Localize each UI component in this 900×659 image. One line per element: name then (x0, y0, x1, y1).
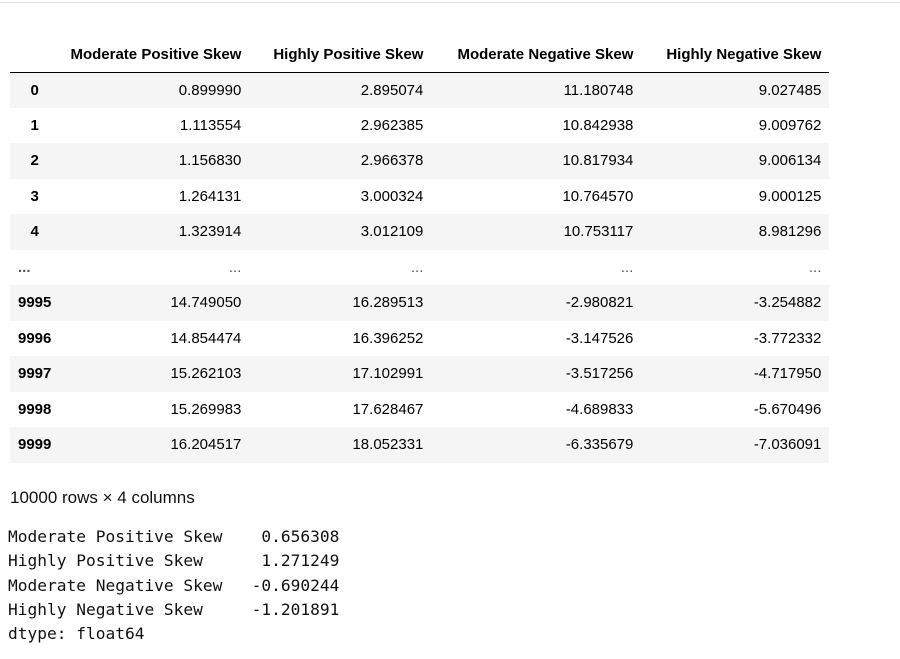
table-cell: -5.670496 (753, 400, 822, 418)
table-row: 2 1.156830 2.966378 10.817934 9.006134 (10, 143, 830, 179)
skew-series-output: Moderate Positive Skew 0.656308 Highly P… (8, 525, 339, 646)
table-cell: 3.000324 (360, 187, 424, 205)
table-cell: 17.102991 (352, 365, 424, 383)
ellipsis-row: ............... (10, 249, 830, 285)
table-cell: 10.764570 (562, 187, 634, 205)
table-cell: -3.254882 (753, 294, 822, 312)
table-cell: 11.180748 (563, 81, 634, 99)
table-cell: -2.980821 (565, 294, 634, 312)
table-cell: 8.981296 (758, 223, 822, 241)
index-column-header (10, 38, 60, 73)
table-cell: 17.628467 (352, 400, 424, 418)
row-index: 9999 (18, 436, 52, 454)
dataframe-body: 0 0.899990 2.895074 11.180748 9.027485 1 1.113… (10, 72, 830, 463)
row-index: ... (18, 258, 31, 276)
table-cell: -3.772332 (753, 329, 822, 347)
table-cell: 9.027485 (758, 81, 822, 99)
table-cell: -4.717950 (753, 365, 822, 383)
table-cell: 1.156830 (178, 152, 242, 170)
table-cell: 16.396252 (352, 329, 424, 347)
table-cell: 2.966378 (360, 152, 424, 170)
table-row: 9996 14.854474 16.396252 -3.147526 -3.772332 (10, 320, 830, 356)
table-row: 3 1.264131 3.000324 10.764570 9.000125 (10, 178, 830, 214)
table-row: 9995 14.749050 16.289513 -2.980821 -3.254882 (10, 285, 830, 321)
table-cell: 1.113554 (179, 116, 242, 134)
table-cell: 10.842938 (562, 116, 634, 134)
series-line: dtype: float64 (8, 624, 145, 644)
row-index: 2 (30, 152, 39, 170)
table-cell: -4.689833 (565, 400, 634, 418)
row-index: 1 (30, 116, 39, 134)
dataframe-shape-note: 10000 rows × 4 columns (10, 488, 195, 507)
column-header: Moderate Positive Skew (59, 38, 250, 73)
table-cell: 15.262103 (170, 365, 242, 383)
table-cell: -3.517256 (565, 365, 634, 383)
table-cell: 14.854474 (170, 329, 242, 347)
table-row: 0 0.899990 2.895074 11.180748 9.027485 (10, 72, 830, 108)
cell-top-divider (0, 2, 900, 3)
header-row: Moderate Positive Skew Highly Positive S… (10, 38, 830, 73)
table-cell: -3.147526 (565, 329, 634, 347)
table-cell: 3.012109 (360, 223, 424, 241)
table-row: 1 1.113554 2.962385 10.842938 9.009762 (10, 107, 830, 143)
table-cell: 9.006134 (758, 152, 822, 170)
table-cell: 1.323914 (178, 223, 242, 241)
dataframe-table: Moderate Positive Skew Highly Positive S… (10, 38, 830, 463)
row-index: 9996 (18, 329, 52, 347)
column-header: Highly Positive Skew (249, 38, 432, 73)
series-line: Highly Negative Skew -1.201891 (8, 599, 340, 619)
table-row: 4 1.323914 3.012109 10.753117 8.981296 (10, 214, 830, 250)
series-line: Highly Positive Skew 1.271249 (8, 551, 340, 571)
table-cell: 1.264131 (178, 187, 242, 205)
table-cell: ... (410, 258, 424, 276)
table-cell: 18.052331 (352, 436, 424, 454)
table-cell: 9.009762 (758, 116, 822, 134)
table-cell: 16.204517 (170, 436, 242, 454)
row-index: 0 (30, 81, 39, 99)
table-cell: ... (620, 258, 634, 276)
row-index: 9998 (18, 400, 52, 418)
table-cell: 2.962385 (360, 116, 424, 134)
table-cell: ... (808, 258, 822, 276)
table-cell: 2.895074 (360, 81, 424, 99)
column-header: Moderate Negative Skew (431, 38, 642, 73)
table-cell: 14.749050 (170, 294, 242, 312)
series-line: Moderate Positive Skew 0.656308 (8, 527, 340, 546)
row-index: 9997 (18, 365, 52, 383)
table-row: 9998 15.269983 17.628467 -4.689833 -5.670496 (10, 391, 830, 427)
series-line: Moderate Negative Skew -0.690244 (8, 575, 340, 595)
table-row: 9999 16.204517 18.052331 -6.335679 -7.036091 (10, 427, 830, 463)
row-index: 3 (30, 187, 39, 205)
table-cell: -7.036091 (753, 436, 822, 454)
table-cell: 15.269983 (170, 400, 242, 418)
table-cell: -6.335679 (565, 436, 634, 454)
table-cell: 0.899990 (178, 81, 242, 99)
row-index: 9995 (18, 294, 52, 312)
table-cell: 10.817934 (562, 152, 634, 170)
table-cell: ... (228, 258, 242, 276)
dataframe-header: Moderate Positive Skew Highly Positive S… (10, 38, 830, 73)
table-cell: 16.289513 (352, 294, 424, 312)
table-cell: 10.753117 (563, 223, 634, 241)
table-row: 9997 15.262103 17.102991 -3.517256 -4.717950 (10, 356, 830, 392)
column-header: Highly Negative Skew (641, 38, 830, 73)
table-cell: 9.000125 (758, 187, 822, 205)
row-index: 4 (30, 223, 39, 241)
